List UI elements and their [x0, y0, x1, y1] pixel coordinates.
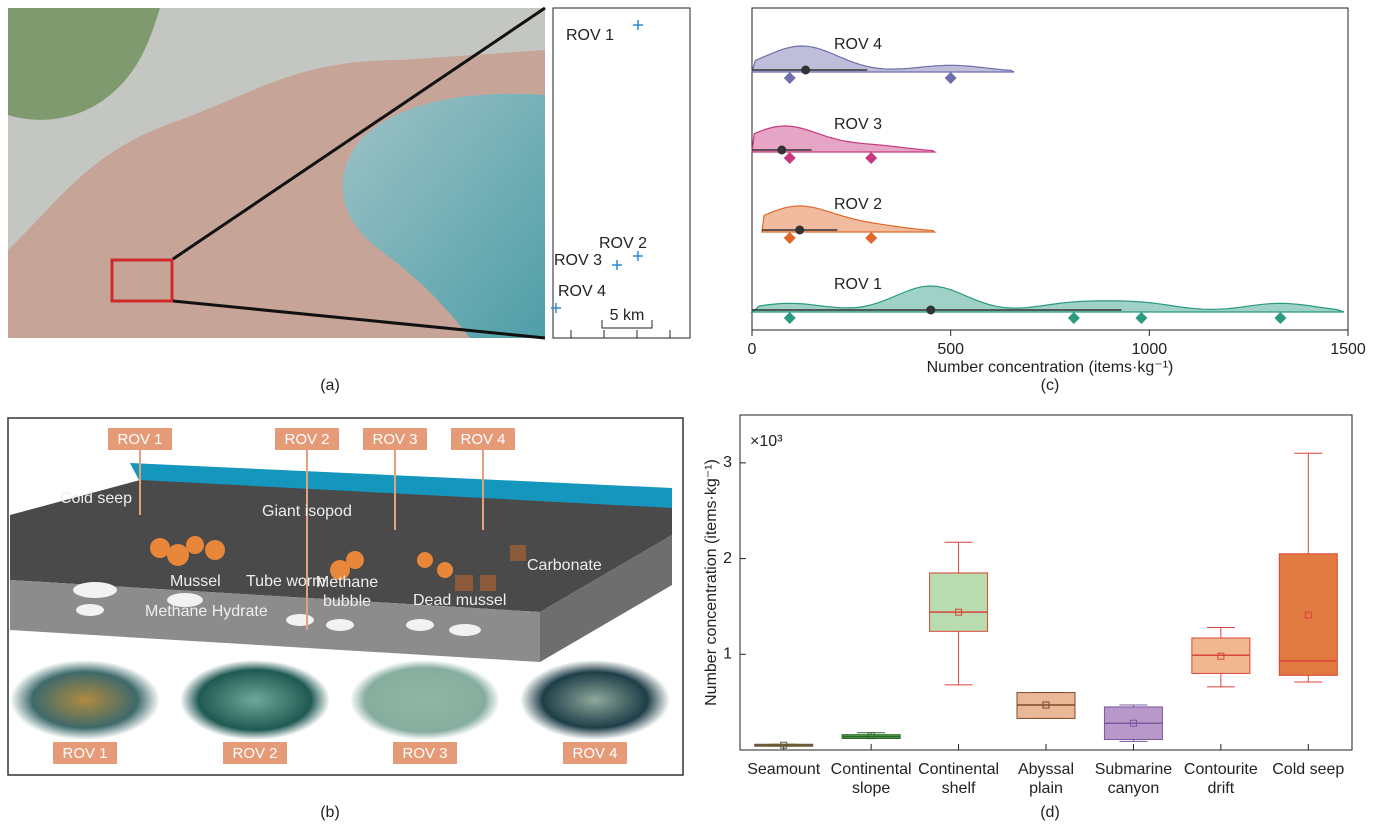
- photo: [180, 660, 330, 740]
- data-point: [865, 232, 877, 244]
- site-tag: ROV 4: [460, 431, 505, 448]
- panel-label: (c): [1041, 377, 1060, 394]
- x-tick-label: Submarine canyon: [1087, 760, 1179, 798]
- data-point: [784, 152, 796, 164]
- feature-label: Dead mussel: [413, 592, 506, 609]
- box: [1279, 554, 1337, 676]
- panel-label: (d): [1040, 804, 1060, 821]
- median-dot: [926, 306, 935, 315]
- x-tick-label: 0: [748, 341, 757, 358]
- data-point: [1068, 312, 1080, 324]
- site-label: ROV 2: [599, 235, 647, 252]
- data-point: [1274, 312, 1286, 324]
- median-dot: [795, 226, 804, 235]
- series-label: ROV 1: [834, 276, 882, 293]
- diagram: ROV 1 ROV 2 ROV 3 ROV 4 Cold seep Giant …: [8, 418, 683, 821]
- x-tick-label: Abyssal plain: [1000, 760, 1092, 798]
- site-tag: ROV 2: [284, 431, 329, 448]
- data-point: [945, 72, 957, 84]
- feature-label: Methane Hydrate: [145, 603, 268, 620]
- photo-tag: ROV 2: [232, 745, 277, 762]
- photo-tag: ROV 3: [402, 745, 447, 762]
- y-tick-label: 1: [723, 646, 732, 663]
- photo: [350, 660, 500, 740]
- feature-label: Giant isopod: [262, 503, 352, 520]
- figure-canvas: ROV 1 ROV 2 ROV 3 ROV 4 5 km (a) ROV 1 R…: [0, 0, 1381, 826]
- x-tick-label: Seamount: [738, 760, 830, 779]
- series-label: ROV 4: [834, 36, 882, 53]
- series-label: ROV 2: [834, 196, 882, 213]
- box: [930, 573, 988, 631]
- map: ROV 1 ROV 2 ROV 3 ROV 4 5 km (a): [8, 8, 690, 394]
- figure: ROV 1 ROV 2 ROV 3 ROV 4 5 km (a) ROV 1 R…: [0, 0, 1381, 826]
- site-label: ROV 1: [566, 27, 614, 44]
- photo-tag: ROV 1: [62, 745, 107, 762]
- x-tick-label: 500: [937, 341, 964, 358]
- median-dot: [801, 66, 810, 75]
- density-cloud: [752, 46, 1014, 72]
- x-tick-label: Cold seep: [1262, 760, 1354, 779]
- feature-label: Cold seep: [60, 490, 132, 507]
- x-tick-label: Continental slope: [825, 760, 917, 798]
- feature-label: Carbonate: [527, 557, 602, 574]
- panel-label: (b): [320, 804, 340, 821]
- series-label: ROV 3: [834, 116, 882, 133]
- data-point: [784, 232, 796, 244]
- y-multiplier: ×10³: [750, 433, 783, 450]
- data-point: [784, 312, 796, 324]
- data-point: [1135, 312, 1147, 324]
- y-axis-label: Number concentration (items·kg⁻¹): [703, 459, 720, 706]
- site-tag: ROV 1: [117, 431, 162, 448]
- x-tick-label: 1000: [1132, 341, 1168, 358]
- median-dot: [777, 146, 786, 155]
- site-label: ROV 3: [554, 252, 602, 269]
- photo-tag: ROV 4: [572, 745, 617, 762]
- data-point: [865, 152, 877, 164]
- scale-label: 5 km: [610, 307, 645, 324]
- feature-label: Mussel: [170, 573, 221, 590]
- y-tick-label: 3: [723, 454, 732, 471]
- photo: [10, 660, 160, 740]
- x-tick-label: 1500: [1330, 341, 1366, 358]
- x-axis-label: Number concentration (items·kg⁻¹): [927, 359, 1174, 376]
- feature-label: Methane bubble: [312, 573, 382, 611]
- site-tag: ROV 3: [372, 431, 417, 448]
- x-tick-label: Contourite drift: [1175, 760, 1267, 798]
- data-point: [784, 72, 796, 84]
- photo: [520, 660, 670, 740]
- site-label: ROV 4: [558, 283, 606, 300]
- y-tick-label: 2: [723, 550, 732, 567]
- x-tick-label: Continental shelf: [913, 760, 1005, 798]
- panel-label: (a): [320, 377, 340, 394]
